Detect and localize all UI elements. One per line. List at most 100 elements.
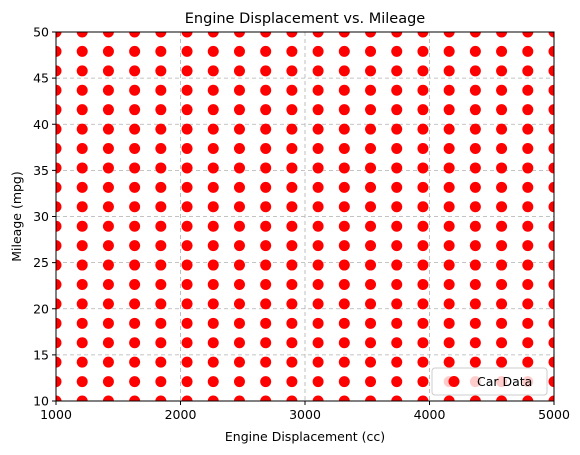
data-point [260,318,271,329]
data-point [365,279,376,290]
x-tick-label: 3000 [289,407,321,422]
data-point [286,221,297,232]
data-point [182,298,193,309]
data-point [522,46,533,57]
data-point [208,240,219,251]
data-point [339,318,350,329]
data-point [129,376,140,387]
data-point [103,376,114,387]
y-tick-label: 25 [33,255,49,270]
data-point [234,124,245,135]
data-point [339,376,350,387]
data-point [417,85,428,96]
data-point [155,201,166,212]
data-point [208,221,219,232]
data-point [155,182,166,193]
data-point [208,279,219,290]
data-point [182,357,193,368]
data-point [365,162,376,173]
data-point [103,143,114,154]
data-point [155,46,166,57]
data-point [391,221,402,232]
data-point [417,260,428,271]
data-point [339,162,350,173]
data-point [339,46,350,57]
y-tick-label: 10 [33,394,49,409]
data-point [417,46,428,57]
data-point [444,337,455,348]
plot-area [51,27,560,407]
data-point [417,104,428,115]
data-point [417,124,428,135]
data-point [208,260,219,271]
data-point [208,376,219,387]
data-point [77,162,88,173]
data-point [391,104,402,115]
data-point [155,318,166,329]
data-point [444,279,455,290]
data-point [444,318,455,329]
data-point [208,318,219,329]
data-point [208,46,219,57]
data-point [234,318,245,329]
data-point [182,46,193,57]
data-point [522,221,533,232]
data-point [339,260,350,271]
data-point [77,104,88,115]
data-point [286,376,297,387]
y-tick-label: 35 [33,163,49,178]
data-point [417,279,428,290]
data-point [444,240,455,251]
y-tick-label: 50 [33,25,49,40]
data-point [155,143,166,154]
data-point [470,124,481,135]
data-point [444,162,455,173]
data-point [417,221,428,232]
data-point [496,124,507,135]
data-point [208,182,219,193]
data-point [103,260,114,271]
data-point [155,298,166,309]
data-point [129,104,140,115]
data-point [260,260,271,271]
data-point [339,124,350,135]
data-point [234,162,245,173]
data-point [339,104,350,115]
data-point [444,143,455,154]
data-point [339,143,350,154]
data-point [522,240,533,251]
data-point [444,124,455,135]
data-point [365,376,376,387]
data-point [522,124,533,135]
data-point [522,201,533,212]
data-point [313,376,324,387]
data-point [444,201,455,212]
data-point [234,376,245,387]
data-point [182,260,193,271]
data-point [417,182,428,193]
data-point [286,162,297,173]
data-point [313,124,324,135]
data-point [444,260,455,271]
data-point [470,260,481,271]
data-point [77,85,88,96]
data-point [129,65,140,76]
data-point [129,182,140,193]
data-point [417,162,428,173]
data-point [417,240,428,251]
data-point [470,337,481,348]
data-point [182,221,193,232]
data-point [103,357,114,368]
data-point [496,85,507,96]
x-axis-label: Engine Displacement (cc) [225,429,385,444]
data-point [313,85,324,96]
data-point [470,162,481,173]
data-point [77,357,88,368]
x-tick-label: 5000 [538,407,570,422]
data-point [313,104,324,115]
data-point [470,143,481,154]
data-point [391,357,402,368]
data-point [391,182,402,193]
data-point [129,162,140,173]
data-point [208,143,219,154]
